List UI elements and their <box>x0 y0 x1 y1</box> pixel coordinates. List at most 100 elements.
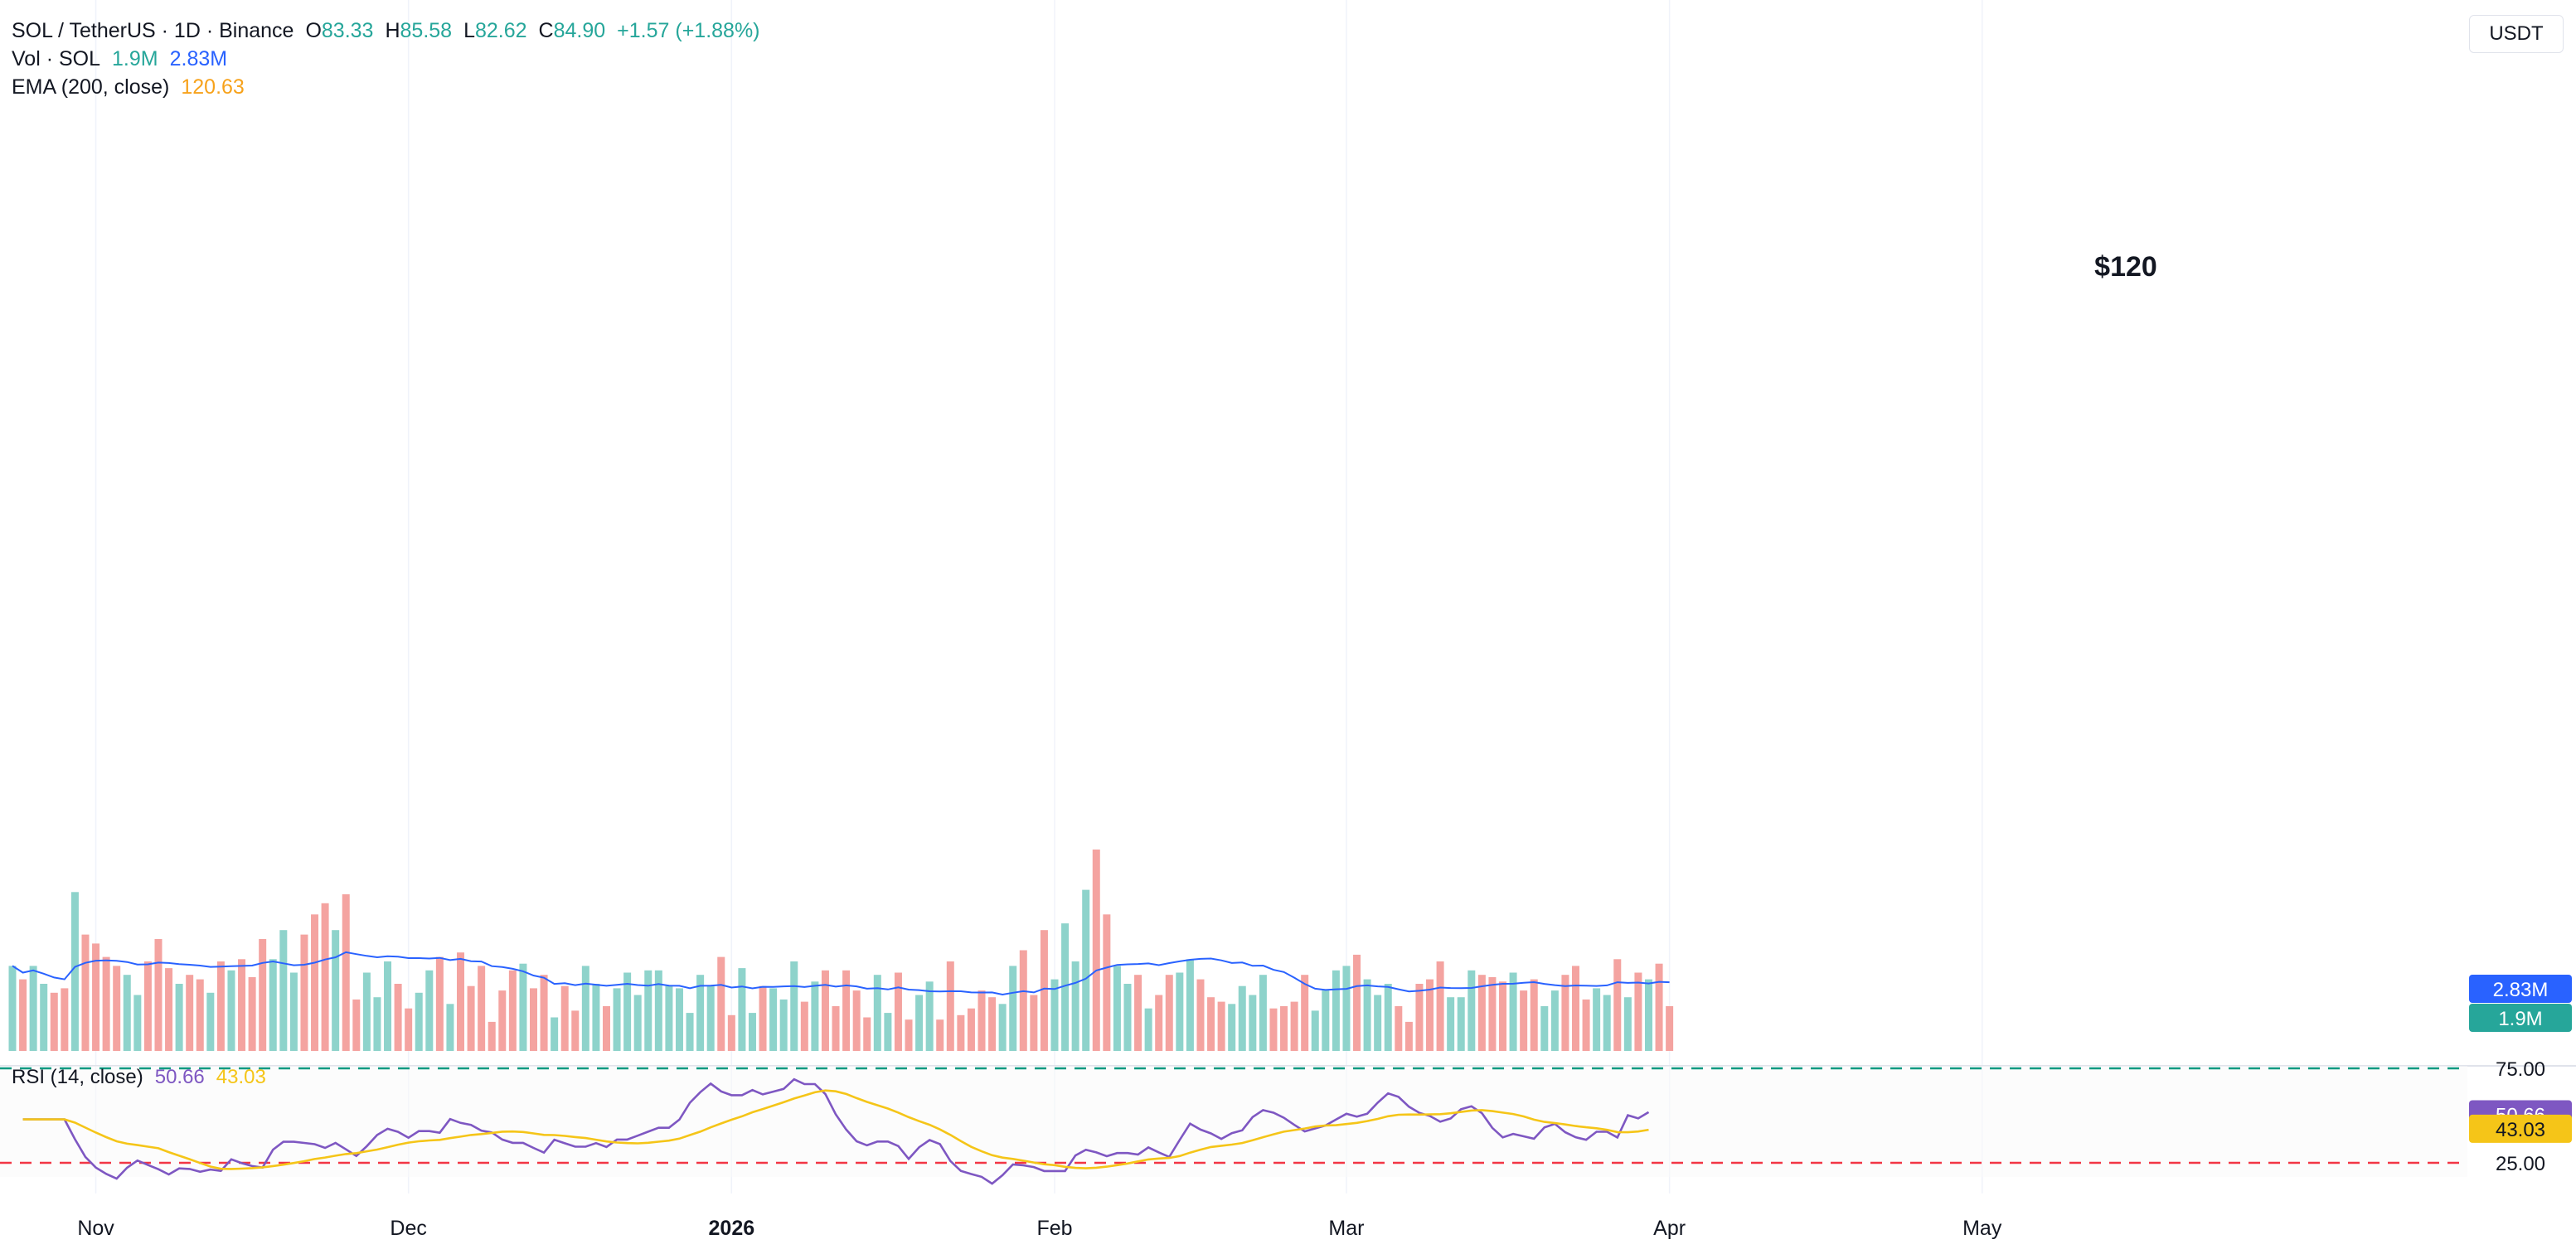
volume-bar <box>1165 975 1173 1051</box>
volume-bar <box>196 979 204 1051</box>
volume-bar <box>915 995 924 1051</box>
volume-bar <box>435 956 444 1051</box>
volume-bar <box>394 984 402 1051</box>
volume-bar <box>1019 950 1027 1051</box>
currency-button[interactable]: USDT <box>2469 15 2564 53</box>
volume-bar <box>571 1010 580 1051</box>
volume-bar <box>279 930 288 1051</box>
volume-bar <box>613 988 621 1051</box>
volume-bar <box>1623 997 1632 1051</box>
volume-bar <box>1342 966 1351 1051</box>
volume-bar <box>1426 979 1434 1051</box>
volume-legend-row: Vol · SOL 1.9M 2.83M <box>12 45 760 73</box>
volume-bar <box>227 970 235 1051</box>
volume-bar <box>905 1019 913 1051</box>
volume-bar <box>727 1014 735 1051</box>
volume-bar <box>332 930 340 1051</box>
rsi-indicator-title[interactable]: RSI (14, close) <box>12 1066 143 1088</box>
low-value: L82.62 <box>463 19 527 42</box>
volume-bar <box>248 976 256 1051</box>
volume-bar <box>1332 970 1340 1051</box>
open-value: O83.33 <box>305 19 374 42</box>
volume-bar <box>1134 975 1142 1051</box>
rsi-ma-line <box>22 1089 1649 1170</box>
volume-bar <box>40 984 48 1051</box>
volume-bar <box>175 984 183 1051</box>
volume-bar <box>946 961 954 1051</box>
volume-bar <box>19 979 27 1051</box>
volume-bar <box>186 975 194 1051</box>
time-axis[interactable]: Nov Dec 2026 Feb Mar Apr May <box>77 1217 2002 1240</box>
volume-bar <box>696 975 705 1051</box>
volume-bar <box>1540 1006 1549 1051</box>
volume-bar <box>842 970 851 1051</box>
ema-legend-row: EMA (200, close) 120.63 <box>12 73 760 101</box>
volume-bar <box>686 1013 694 1051</box>
volume-bar <box>478 966 486 1051</box>
symbol-title[interactable]: SOL / TetherUS · 1D · Binance <box>12 19 294 42</box>
volume-bar <box>967 1008 975 1051</box>
volume-bar <box>759 985 767 1051</box>
time-tick-label: Nov <box>77 1217 114 1240</box>
volume-bar <box>884 1013 892 1051</box>
volume-bar <box>498 990 507 1051</box>
volume-bar <box>1280 1006 1288 1051</box>
volume-bar <box>508 970 517 1051</box>
volume-bar <box>1530 979 1538 1051</box>
volume-bar <box>70 892 79 1051</box>
change-value: +1.57 (+1.88%) <box>617 19 760 42</box>
volume-bar <box>92 943 100 1051</box>
volume-bar <box>821 970 829 1051</box>
volume-badge-text: 1.9M <box>2498 1008 2542 1030</box>
volume-bar <box>102 956 110 1051</box>
volume-bar <box>269 959 277 1051</box>
volume-bar <box>352 999 361 1051</box>
volume-bar <box>560 985 569 1051</box>
chart-legend: SOL / TetherUS · 1D · Binance O83.33 H85… <box>12 17 760 101</box>
volume-bar <box>1071 961 1079 1051</box>
volume-bar <box>133 995 142 1051</box>
volume-bar <box>1176 972 1184 1051</box>
volume-bar <box>467 985 475 1051</box>
volume-bar <box>50 992 58 1051</box>
volume-bar <box>1436 961 1444 1051</box>
volume-bar <box>998 1004 1007 1051</box>
volume-bar <box>633 995 642 1051</box>
volume-bar <box>1613 959 1622 1051</box>
time-tick-label: 2026 <box>709 1217 755 1240</box>
volume-bar <box>779 999 788 1051</box>
volume-bar <box>321 903 329 1051</box>
volume-bar <box>1353 954 1361 1051</box>
volume-bar <box>1374 995 1382 1051</box>
volume-value: 1.9M <box>112 47 158 70</box>
ema-value: 120.63 <box>181 75 245 99</box>
price-axis[interactable]: 160.00150.00140.00132.00124.00116.00108.… <box>2490 0 2550 1175</box>
volume-ma-line <box>12 951 1670 996</box>
rsi-ma-badge-text: 43.03 <box>2496 1119 2545 1141</box>
volume-bar <box>216 961 225 1051</box>
volume-bar <box>143 961 152 1051</box>
ema-indicator-title[interactable]: EMA (200, close) <box>12 75 170 99</box>
volume-bar <box>289 972 298 1051</box>
volume-bar <box>1092 850 1100 1051</box>
volume-bar <box>748 1013 756 1051</box>
volume-bar <box>154 939 163 1051</box>
volume-bar <box>540 975 548 1051</box>
volume-bar <box>61 988 69 1051</box>
volume-bar <box>717 956 725 1051</box>
volume-bar <box>769 988 778 1051</box>
volume-bar <box>978 990 986 1051</box>
volume-bar <box>1384 984 1392 1051</box>
volume-bar <box>1259 975 1267 1051</box>
volume-bar <box>988 997 997 1051</box>
volume-bar <box>1155 995 1163 1051</box>
volume-indicator-title[interactable]: Vol · SOL <box>12 47 100 70</box>
volume-bar <box>551 1017 559 1051</box>
volume-bar <box>581 966 589 1051</box>
volume-bar <box>1457 997 1465 1051</box>
volume-bar <box>936 1019 944 1051</box>
time-tick-label: Dec <box>390 1217 426 1240</box>
volume-bar <box>1322 990 1330 1051</box>
rsi-ma-value: 43.03 <box>216 1066 266 1088</box>
